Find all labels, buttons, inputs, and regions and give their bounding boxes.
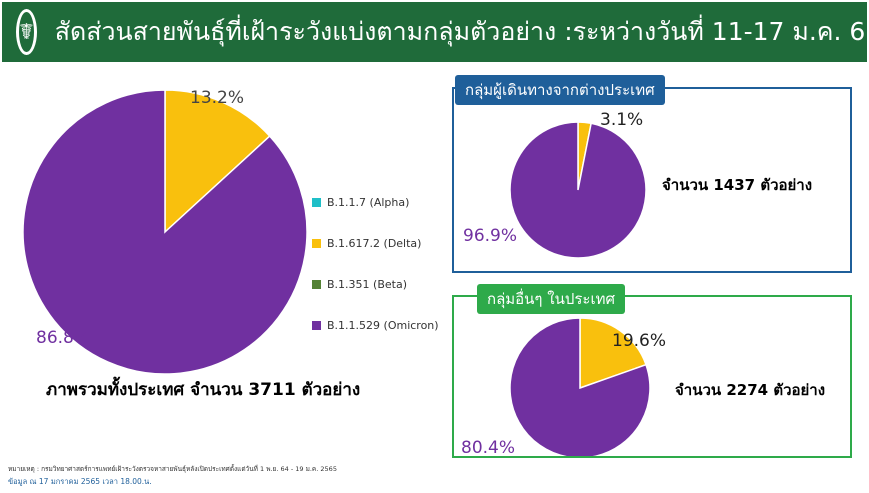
pie-label-domestic-omicron: 80.4% [461,438,516,458]
footnote: หมายเหตุ : กรมวิทยาศาสตร์การแพทย์เฝ้าระว… [8,465,337,473]
pie-label-overall-delta: 13.2% [190,88,245,108]
overall-total: ภาพรวมทั้งประเทศ จำนวน 3711 ตัวอย่าง [46,380,361,400]
legend: B.1.1.7 (Alpha) B.1.617.2 (Delta) B.1.35… [312,182,439,346]
legend-item-alpha: B.1.1.7 (Alpha) [312,182,439,223]
pie-slice-overall-delta [164,89,271,234]
legend-label: B.1.617.2 (Delta) [327,237,422,250]
legend-swatch [312,239,321,248]
legend-item-omicron: B.1.1.529 (Omicron) [312,305,439,346]
pie-label-domestic-delta: 19.6% [612,331,667,351]
legend-swatch [312,321,321,330]
legend-label: B.1.351 (Beta) [327,278,407,291]
pie-slice-overall-omicron [22,89,308,375]
domestic-count: จำนวน 2274 ตัวอย่าง [675,381,826,399]
pie-label-overall-omicron: 86.8% [36,328,91,348]
legend-swatch [312,198,321,207]
page-title: สัดส่วนสายพันธุ์ที่เฝ้าระวังแบ่งตามกลุ่ม… [54,17,869,46]
pie-slice-domestic-omicron [509,317,651,459]
domestic-panel [452,295,852,458]
legend-label: B.1.1.529 (Omicron) [327,319,439,332]
legend-item-delta: B.1.617.2 (Delta) [312,223,439,264]
pie-label-travelers-omicron: 96.9% [463,226,518,246]
data-date: ข้อมูล ณ 17 มกราคม 2565 เวลา 18.00.น. [8,477,152,486]
header-bar: ☤ สัดส่วนสายพันธุ์ที่เฝ้าระวังแบ่งตามกลุ… [2,2,869,62]
travelers-tab: กลุ่มผู้เดินทางจากต่างประเทศ [455,75,665,105]
travelers-count: จำนวน 1437 ตัวอย่าง [662,176,813,194]
moph-logo-icon: ☤ [16,9,37,55]
domestic-tab: กลุ่มอื่นๆ ในประเทศ [477,284,625,314]
pie-label-travelers-delta: 3.1% [600,110,644,130]
legend-item-beta: B.1.351 (Beta) [312,264,439,305]
pie-slice-travelers-omicron [509,121,647,259]
legend-swatch [312,280,321,289]
legend-label: B.1.1.7 (Alpha) [327,196,410,209]
